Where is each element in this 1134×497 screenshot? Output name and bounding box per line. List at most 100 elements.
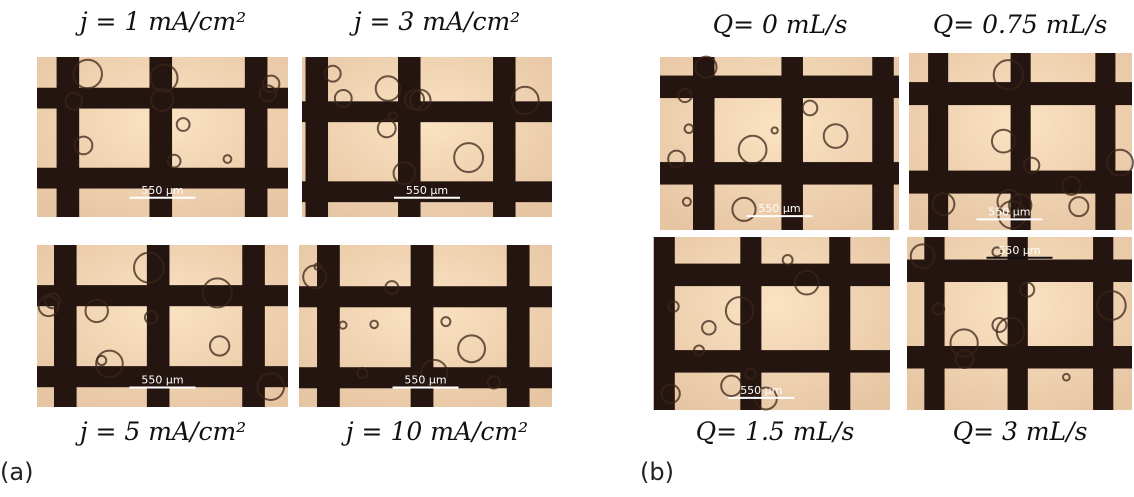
scale-bar-label: 550 µm (998, 244, 1040, 257)
mesh-wire (693, 57, 715, 230)
scale-bar-label: 550 µm (406, 184, 448, 197)
bubble (931, 302, 946, 316)
mesh-wire (299, 367, 552, 389)
bubble (510, 85, 540, 116)
bubble (261, 74, 281, 94)
caption: Q= 0.75 mL/s (933, 10, 1108, 39)
bubble (731, 196, 757, 222)
micrograph: 550 µm (653, 237, 890, 411)
bubble (996, 188, 1022, 215)
bubble (1061, 175, 1082, 196)
micrograph: 550 µm (907, 237, 1132, 410)
bubble (737, 134, 768, 165)
bubble (1095, 290, 1127, 321)
mesh-wire (781, 57, 803, 230)
mesh-wire (299, 286, 552, 308)
bubble (133, 251, 165, 284)
bubble (822, 123, 849, 149)
bubble (997, 200, 1027, 230)
mesh-wire (37, 87, 288, 109)
bubble (724, 296, 755, 326)
mesh-wire (909, 82, 1132, 106)
bubble (338, 320, 348, 330)
mesh-wire (493, 57, 516, 217)
bubble (175, 117, 191, 132)
bubble (793, 269, 820, 296)
micrograph: 550 µm (302, 57, 552, 217)
scale-bar-label: 550 µm (141, 184, 183, 197)
caption: j = 10 mA/cm² (341, 417, 528, 446)
bubble (1022, 156, 1041, 175)
bubble (692, 344, 706, 357)
bubble (667, 149, 686, 169)
scale-bar-label: 550 µm (758, 202, 800, 215)
bubble (323, 64, 342, 83)
micrograph: 550 µm (37, 57, 288, 217)
bubble (374, 75, 402, 102)
bubble (954, 349, 975, 369)
bubble (744, 367, 757, 381)
bubble (995, 316, 1026, 347)
bubble (256, 372, 286, 401)
bubble (258, 84, 277, 103)
mesh-wire (829, 237, 851, 410)
bubble (683, 123, 695, 135)
bubble (409, 88, 432, 112)
mesh-wire (37, 366, 288, 388)
bubble (1106, 148, 1134, 177)
bubble (990, 128, 1016, 154)
bubble (991, 317, 1008, 333)
bubble (72, 58, 103, 90)
bubble (720, 374, 743, 398)
bubble (677, 87, 693, 104)
mesh-wire (660, 75, 899, 99)
bubble (1008, 193, 1033, 218)
bubble (73, 135, 94, 156)
panel-label: (b) (640, 458, 674, 486)
bubble (457, 334, 487, 364)
mesh-wire (37, 285, 288, 307)
bubble (949, 328, 979, 358)
bubble (369, 319, 379, 330)
bubble (931, 192, 956, 217)
bubble (694, 55, 718, 79)
mesh-wire (872, 57, 894, 230)
mesh-wire (1095, 53, 1116, 230)
mesh-wire (305, 57, 329, 217)
bubble (781, 254, 794, 266)
caption: Q= 0 mL/s (713, 10, 848, 39)
bubble (909, 243, 936, 270)
bubble (801, 99, 819, 117)
bubble (992, 59, 1025, 91)
bubble (660, 383, 681, 404)
bubble (37, 295, 60, 318)
caption: Q= 1.5 mL/s (696, 417, 855, 446)
mesh-wire (928, 53, 949, 230)
mesh-wire (506, 245, 530, 407)
bubble (333, 88, 353, 108)
bubble (384, 280, 400, 296)
micrograph: 550 µm (37, 245, 288, 407)
bubble (770, 126, 779, 135)
bubble (356, 366, 369, 379)
caption: Q= 3 mL/s (953, 417, 1088, 446)
bubble (222, 154, 233, 164)
bubble (166, 153, 182, 169)
bubble (201, 277, 233, 309)
micrograph: 550 µm (660, 55, 899, 230)
mesh-wire (302, 101, 552, 123)
scale-bar-label: 550 µm (404, 374, 446, 387)
caption: j = 1 mA/cm² (75, 7, 246, 36)
mesh-wire (909, 170, 1132, 194)
micrograph: 550 µm (299, 245, 552, 407)
scale-bar-label: 550 µm (141, 374, 183, 387)
bubble (420, 358, 449, 388)
bubble (667, 300, 680, 313)
mesh-wire (37, 167, 288, 189)
bubble (701, 319, 717, 336)
mesh-wire (410, 245, 434, 407)
bubble (1068, 196, 1090, 218)
bubble (1018, 281, 1036, 298)
bubble (84, 298, 109, 324)
